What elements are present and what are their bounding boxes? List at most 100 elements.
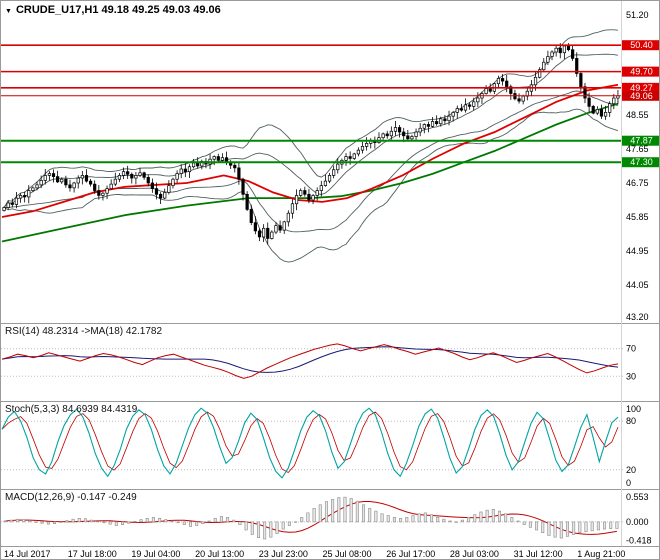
macd-bar — [59, 521, 63, 523]
candle-body — [356, 149, 360, 155]
macd-bar — [213, 517, 217, 523]
candle-body — [365, 143, 369, 147]
candle-body — [447, 115, 451, 122]
candle-body — [612, 97, 616, 105]
candle-body — [327, 175, 332, 182]
candle-body — [262, 227, 266, 238]
candle-body — [150, 182, 154, 190]
candle-body — [546, 56, 550, 63]
candle-body — [599, 109, 604, 117]
macd-bar — [96, 521, 100, 523]
candle-body — [183, 168, 187, 173]
candle-body — [126, 171, 130, 175]
axis-label: 26 Jul 17:00 — [386, 549, 435, 559]
axis-label: 51.20 — [626, 10, 649, 20]
candle-body — [299, 190, 303, 196]
rsi-ma-line — [1, 346, 619, 373]
candle-body — [406, 135, 410, 140]
candle-body — [241, 178, 245, 195]
time-axis-labels[interactable]: 14 Jul 2017 17 Jul 18:00 19 Jul 04:00 20 Ju… — [4, 549, 625, 559]
candle-body — [385, 133, 389, 137]
macd-bar — [497, 510, 501, 523]
axis-label: 47.30 — [630, 157, 653, 167]
macd-bar — [324, 501, 328, 523]
macd-bar — [485, 509, 489, 523]
axis-label: 47.87 — [630, 136, 653, 146]
candle-body — [360, 146, 365, 151]
candle-body — [212, 156, 216, 160]
macd-bar — [516, 520, 520, 523]
macd-bar — [9, 519, 13, 523]
stoch-main-line — [1, 407, 619, 479]
candle-body — [558, 47, 562, 54]
candle-body — [463, 104, 468, 111]
candle-body — [554, 47, 558, 53]
macd-bar — [34, 521, 38, 523]
macd-bar — [151, 517, 155, 523]
price-badge — [622, 90, 659, 101]
macd-bar — [306, 512, 310, 523]
macd-bar — [411, 515, 415, 523]
candle-body — [14, 197, 19, 205]
candle-body — [521, 95, 525, 102]
axis-label: 47.65 — [626, 144, 649, 154]
macd-bar — [362, 504, 366, 523]
candle-body — [344, 156, 348, 161]
candle-body — [393, 127, 398, 132]
macd-bar — [578, 521, 582, 533]
axis-label: 17 Jul 18:00 — [68, 549, 117, 559]
macd-bar — [300, 517, 304, 523]
macd-bar — [250, 521, 254, 535]
candle-body — [402, 131, 406, 137]
macd-bar — [479, 511, 483, 523]
macd-bar — [40, 521, 44, 524]
macd-bar — [590, 521, 594, 532]
macd-bar — [355, 500, 359, 523]
macd-bar — [448, 520, 452, 523]
macd-bar — [368, 508, 372, 523]
axis-label: 23 Jul 23:00 — [259, 549, 308, 559]
macd-bar — [102, 521, 106, 524]
candle-body — [27, 190, 31, 198]
candle-body — [35, 184, 39, 189]
candle-body — [146, 176, 150, 184]
candle-body — [496, 78, 501, 85]
macd-bar — [386, 515, 390, 523]
macd-bar — [572, 521, 576, 535]
macd-bar — [219, 516, 223, 523]
macd-bar — [337, 497, 341, 523]
candle-body — [472, 101, 476, 107]
candle-body — [422, 124, 426, 129]
macd-bar — [83, 518, 87, 523]
macd-bar — [139, 519, 143, 523]
candle-body — [571, 49, 575, 59]
macd-bar — [269, 521, 273, 538]
candle-body — [113, 178, 117, 185]
candle-body — [533, 76, 538, 86]
candle-body — [319, 185, 323, 191]
candle-body — [6, 202, 10, 208]
candle-body — [97, 190, 101, 196]
candle-body — [84, 175, 89, 182]
candle-body — [101, 192, 105, 196]
candle-body — [517, 98, 521, 102]
candle-body — [237, 167, 241, 180]
macd-bar — [15, 518, 19, 523]
candle-body — [459, 108, 463, 111]
macd-bar — [133, 521, 137, 523]
macd-bar — [188, 521, 192, 527]
stoch-pane: 100 80 20 0 — [1, 404, 641, 488]
candle-body — [348, 156, 352, 159]
candle-body — [159, 193, 163, 199]
candle-body — [410, 136, 414, 140]
price-axis-labels[interactable]: 51.20 48.55 47.65 46.75 45.85 44.95 44.05 43.20 — [626, 10, 649, 322]
candle-body — [550, 51, 554, 57]
candle-body — [591, 106, 595, 114]
candle-body — [80, 175, 84, 179]
candle-body — [179, 168, 183, 174]
candle-body — [187, 166, 192, 173]
axis-label: 49.27 — [630, 83, 653, 93]
price-levels[interactable]: 50.40 49.70 49.27 47.87 47.30 49.06 — [1, 40, 660, 168]
macd-bar — [108, 521, 112, 525]
